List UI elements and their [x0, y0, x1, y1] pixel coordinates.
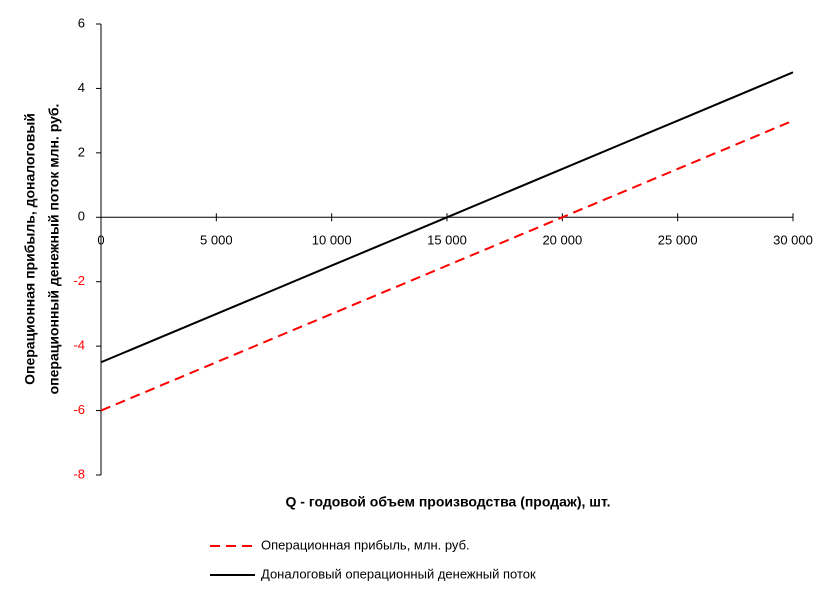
y-axis-title: операционный денежный поток млн. руб. — [46, 104, 62, 395]
x-tick-label: 15 000 — [427, 233, 467, 248]
legend-label: Доналоговый операционный денежный поток — [261, 566, 536, 581]
series-line — [100, 119, 794, 412]
y-axis-title: Операционная прибыль, доналоговый — [22, 113, 38, 385]
x-tick-label: 25 000 — [658, 233, 698, 248]
x-axis-title: Q - годовой объем производства (продаж),… — [286, 494, 611, 510]
x-tick-label: 10 000 — [312, 233, 352, 248]
y-tick-label: 6 — [78, 15, 85, 30]
y-tick-label: -2 — [73, 273, 85, 288]
x-tick-label: 0 — [97, 233, 104, 248]
x-tick-label: 5 000 — [200, 233, 233, 248]
x-tick-label: 20 000 — [542, 233, 582, 248]
y-tick-label: -4 — [73, 338, 85, 353]
y-tick-label: 4 — [78, 80, 85, 95]
legend-label: Операционная прибыль, млн. руб. — [261, 537, 470, 552]
y-tick-label: -6 — [73, 402, 85, 417]
y-tick-label: 2 — [78, 144, 85, 159]
y-tick-label: -8 — [73, 466, 85, 481]
series-line — [100, 71, 794, 364]
x-tick-label: 30 000 — [773, 233, 813, 248]
y-tick-label: 0 — [78, 209, 85, 224]
